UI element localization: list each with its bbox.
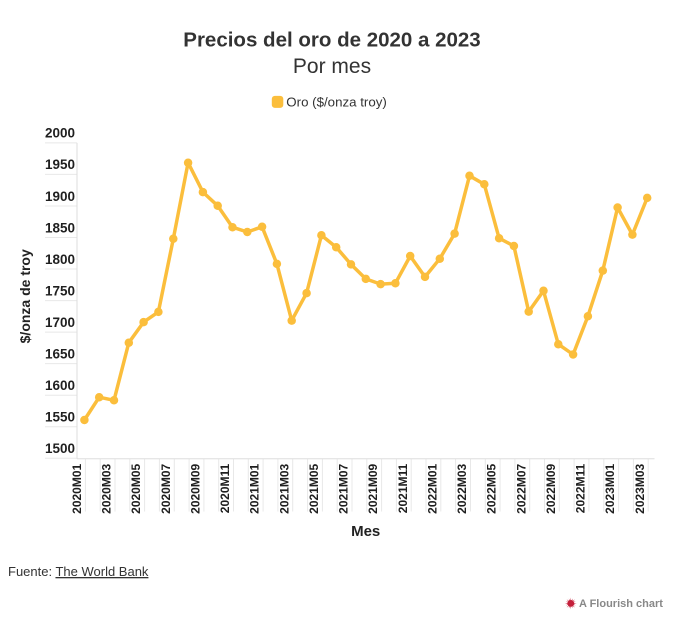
svg-text:2021M03: 2021M03 [277,463,291,513]
svg-text:Por mes: Por mes [293,55,371,78]
svg-text:1550: 1550 [45,410,75,425]
svg-text:2020M01: 2020M01 [70,463,84,513]
svg-text:2020M05: 2020M05 [129,463,143,513]
svg-text:2021M05: 2021M05 [307,463,321,513]
svg-text:2022M01: 2022M01 [425,463,439,513]
svg-text:2023M03: 2023M03 [633,463,647,513]
svg-text:1850: 1850 [45,220,75,235]
svg-text:1900: 1900 [45,189,75,204]
svg-text:2022M03: 2022M03 [455,463,469,513]
svg-text:$/onza de troy: $/onza de troy [17,249,33,343]
svg-text:A Flourish chart: A Flourish chart [579,598,663,610]
svg-text:2022M07: 2022M07 [514,463,528,513]
svg-text:1500: 1500 [45,441,75,456]
svg-text:Oro ($/onza troy): Oro ($/onza troy) [286,95,387,110]
svg-text:2021M01: 2021M01 [248,463,262,513]
svg-text:1800: 1800 [45,252,75,267]
svg-text:1600: 1600 [45,378,75,393]
svg-text:Fuente: The World Bank: Fuente: The World Bank [8,564,149,579]
svg-text:1700: 1700 [45,315,75,330]
svg-text:2021M11: 2021M11 [396,463,410,513]
svg-text:1650: 1650 [45,346,75,361]
svg-text:2020M09: 2020M09 [189,463,203,513]
svg-text:1750: 1750 [45,283,75,298]
svg-text:2023M01: 2023M01 [603,463,617,513]
svg-text:2020M03: 2020M03 [100,463,114,513]
svg-text:2022M11: 2022M11 [574,463,588,513]
svg-text:2022M05: 2022M05 [485,463,499,513]
svg-text:2020M07: 2020M07 [159,463,173,513]
svg-text:2022M09: 2022M09 [544,463,558,513]
svg-text:2021M07: 2021M07 [337,463,351,513]
svg-text:Precios del oro de 2020 a 2023: Precios del oro de 2020 a 2023 [183,29,480,52]
svg-text:Mes: Mes [351,523,380,540]
svg-text:1950: 1950 [45,157,75,172]
svg-text:2021M09: 2021M09 [366,463,380,513]
svg-text:2000: 2000 [45,126,75,141]
svg-text:2020M11: 2020M11 [218,463,232,513]
